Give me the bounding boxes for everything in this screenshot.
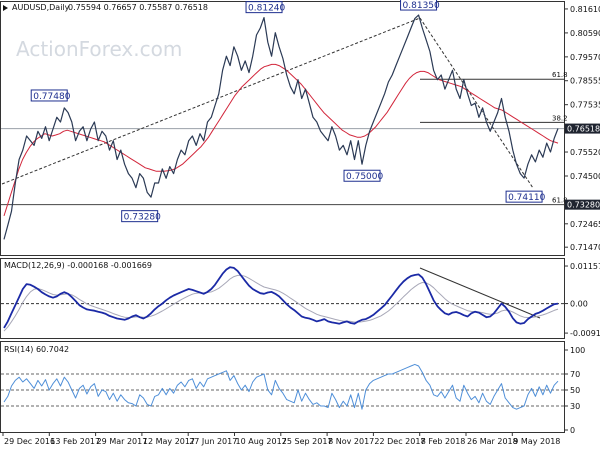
price-annotation-label: 0.74110 [508, 193, 545, 203]
date-tick-label: 8 Nov 2017 [328, 437, 374, 446]
price-tick-label: 0.78555 [570, 77, 600, 86]
date-tick-label: 13 Feb 2017 [50, 437, 100, 446]
price-tick-label: 0.80590 [570, 29, 600, 38]
support-level-label: 0.73280 [567, 201, 600, 210]
fib-level-label: 61.8 [552, 71, 568, 79]
macd-panel-frame [0, 258, 565, 339]
price-tick-label: 0.71470 [570, 243, 600, 252]
macd-line [3, 266, 559, 329]
rsi-tick-label: 30 [570, 402, 580, 411]
date-tick-label: 10 Aug 2017 [236, 437, 287, 446]
price-annotation-box [245, 1, 283, 14]
rsi-tick-label: 70 [570, 370, 580, 379]
price-tick-label: 0.77535 [570, 101, 600, 110]
rsi-tick-label: 0 [570, 426, 575, 435]
price-annotation-box [400, 0, 438, 11]
current-price-box [565, 123, 600, 134]
trendline-down [419, 17, 534, 189]
moving-average-line [3, 63, 559, 217]
price-tick-label: 0.72465 [570, 220, 600, 229]
rsi-tick-label: 50 [570, 386, 580, 395]
rsi-line [3, 363, 559, 410]
price-annotation-box [121, 210, 159, 223]
price-header-values: 0.75594 0.76657 0.75587 0.76518 [68, 3, 208, 12]
price-tick-label: 0.75520 [570, 148, 600, 157]
fib-level-label: 38.2 [552, 114, 568, 122]
date-tick-label: 12 May 2017 [143, 437, 195, 446]
price-tick-label: 0.79570 [570, 53, 600, 62]
price-tick-label: 0.74500 [570, 172, 600, 181]
price-annotation-label: 0.77480 [33, 92, 70, 102]
support-level-box [565, 199, 600, 210]
date-tick-label: 8 Feb 2018 [421, 437, 466, 446]
macd-label: MACD(12,26,9) -0.000168 -0.001669 [4, 261, 152, 270]
date-tick-label: 9 May 2018 [513, 437, 560, 446]
macd-tick-label: 0.011575 [570, 262, 600, 271]
rsi-label: RSI(14) 60.7042 [4, 345, 69, 354]
price-annotation-box [30, 89, 68, 102]
price-annotation-label: 0.75000 [346, 172, 383, 182]
price-annotation-box [505, 190, 543, 203]
price-annotation-box [343, 169, 381, 182]
current-price-label: 0.76518 [567, 125, 600, 134]
rsi-tick-label: 100 [570, 346, 585, 355]
header-arrow-icon [3, 5, 8, 11]
price-tick-label: 0.81610 [570, 5, 600, 14]
macd-trendline [419, 267, 541, 319]
macd-tick-label: -0.009102 [570, 329, 600, 338]
fib-level-label: 61.8 [552, 197, 568, 205]
date-tick-label: 29 Dec 2016 [4, 437, 55, 446]
watermark: ActionForex.com [16, 37, 182, 61]
date-tick-label: 26 Mar 2018 [467, 437, 518, 446]
date-tick-label: 25 Sep 2017 [282, 437, 333, 446]
price-annotation-label: 0.73280 [124, 213, 161, 223]
price-annotation-label: 0.81350 [403, 1, 440, 11]
price-line [3, 14, 559, 240]
date-tick-label: 22 Dec 2017 [374, 437, 425, 446]
macd-signal-line [3, 274, 559, 332]
price-header-symbol: AUDUSD,Daily [12, 3, 70, 12]
date-tick-label: 27 Jun 2017 [189, 437, 237, 446]
rsi-panel-frame [0, 341, 565, 433]
date-tick-label: 29 Mar 2017 [97, 437, 148, 446]
price-annotation-label: 0.81240 [248, 4, 285, 14]
macd-tick-label: 0.00 [570, 300, 588, 309]
